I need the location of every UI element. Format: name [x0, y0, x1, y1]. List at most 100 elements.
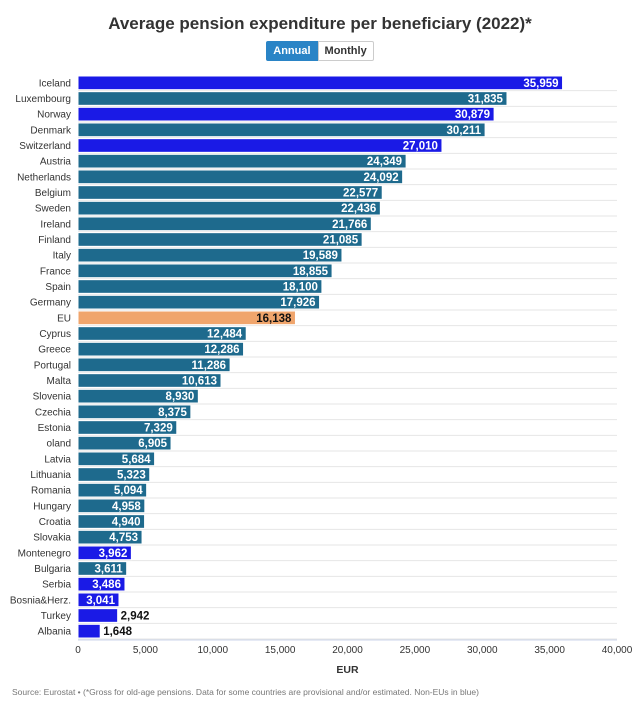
category-label: Portugal	[34, 360, 71, 371]
data-label: 2,942	[121, 611, 150, 623]
category-label: Belgium	[35, 188, 71, 199]
category-label: Iceland	[39, 78, 71, 89]
category-label: Norway	[37, 110, 71, 121]
x-axis-label: EUR	[336, 664, 359, 676]
data-label: 22,577	[343, 188, 378, 200]
data-label: 18,855	[293, 266, 329, 278]
source-note: Source: Eurostat • (*Gross for old-age p…	[12, 687, 479, 697]
bar	[77, 388, 199, 404]
category-label: Malta	[47, 376, 72, 387]
data-label: 31,835	[468, 94, 504, 106]
category-label: Romania	[31, 486, 71, 497]
category-label: Montenegro	[18, 548, 72, 559]
x-tick-label: 30,000	[467, 645, 498, 656]
x-tick-label: 25,000	[400, 645, 431, 656]
x-tick-label: 35,000	[534, 645, 565, 656]
data-label: 4,940	[112, 517, 141, 529]
bar	[77, 122, 486, 138]
category-label: EU	[57, 313, 71, 324]
category-label: Czechia	[35, 407, 72, 418]
x-tick-label: 10,000	[197, 645, 228, 656]
data-label: 5,094	[114, 485, 143, 497]
category-label: Slovenia	[33, 392, 72, 403]
chart-title: Average pension expenditure per benefici…	[108, 14, 532, 33]
data-label: 21,085	[323, 235, 359, 247]
bar	[77, 279, 323, 294]
bar	[77, 420, 178, 435]
data-label: 6,905	[138, 438, 167, 450]
data-label: 30,211	[447, 125, 482, 137]
category-label: France	[40, 266, 72, 277]
data-label: 22,436	[341, 203, 376, 215]
category-label: Estonia	[38, 423, 72, 434]
category-label: Luxembourg	[15, 94, 71, 105]
annual-toggle-button[interactable]: Annual	[266, 41, 318, 61]
bar	[77, 608, 119, 623]
category-label: Albania	[38, 627, 72, 638]
data-label: 30,879	[455, 109, 490, 121]
bar	[77, 623, 101, 639]
category-label: Latvia	[44, 454, 71, 465]
data-label: 5,684	[122, 454, 151, 466]
category-label: Hungary	[33, 501, 71, 512]
category-label: Greece	[38, 345, 71, 356]
x-tick-label: 15,000	[265, 645, 296, 656]
bar	[77, 435, 172, 451]
data-label: 16,138	[256, 313, 292, 325]
bar	[77, 153, 407, 169]
data-label: 7,329	[144, 423, 173, 435]
bar	[77, 200, 381, 216]
view-toggle: Annual Monthly	[0, 41, 640, 61]
bar	[77, 561, 128, 576]
data-label: 10,613	[182, 376, 217, 388]
bar	[77, 106, 495, 122]
bar	[77, 169, 404, 185]
data-label: 4,753	[109, 532, 138, 544]
bar	[77, 545, 132, 561]
bar	[77, 216, 372, 232]
bar	[77, 263, 333, 279]
data-label: 12,286	[204, 344, 239, 356]
bar	[77, 482, 148, 498]
category-label: Cyprus	[39, 329, 71, 340]
bar	[77, 247, 343, 263]
category-label: Spain	[45, 282, 71, 293]
category-label: Italy	[53, 251, 71, 262]
bar	[77, 232, 363, 247]
bar	[77, 185, 383, 200]
bar	[77, 514, 146, 529]
bar	[77, 294, 321, 310]
bar	[77, 310, 296, 326]
category-label: Ireland	[40, 219, 71, 230]
bar	[77, 373, 222, 388]
x-tick-label: 5,000	[133, 645, 158, 656]
data-label: 3,486	[92, 579, 121, 591]
bar	[77, 529, 143, 545]
bar	[77, 91, 508, 106]
data-label: 3,041	[86, 595, 115, 607]
bar	[77, 341, 245, 357]
bar	[77, 467, 151, 482]
data-label: 35,959	[523, 78, 558, 90]
data-label: 21,766	[332, 219, 367, 231]
bar	[77, 404, 192, 420]
data-label: 19,589	[303, 250, 338, 262]
bar	[77, 138, 443, 153]
monthly-toggle-button[interactable]: Monthly	[317, 41, 374, 61]
category-label: Bosnia&Herz.	[10, 595, 71, 606]
category-label: Bulgaria	[34, 564, 71, 575]
x-tick-label: 20,000	[332, 645, 363, 656]
bar	[77, 576, 126, 592]
category-label: Germany	[30, 298, 71, 309]
category-label: oland	[47, 439, 71, 450]
data-label: 5,323	[117, 470, 146, 482]
data-label: 1,648	[103, 626, 132, 638]
bar	[77, 75, 564, 91]
bar	[77, 498, 146, 514]
category-label: Serbia	[42, 580, 71, 591]
data-label: 8,930	[166, 391, 195, 403]
category-label: Turkey	[41, 611, 71, 622]
bar	[77, 326, 247, 341]
data-label: 24,092	[363, 172, 398, 184]
bar	[77, 357, 231, 373]
